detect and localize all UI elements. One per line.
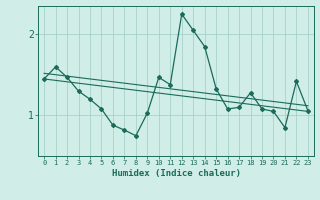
X-axis label: Humidex (Indice chaleur): Humidex (Indice chaleur) (111, 169, 241, 178)
